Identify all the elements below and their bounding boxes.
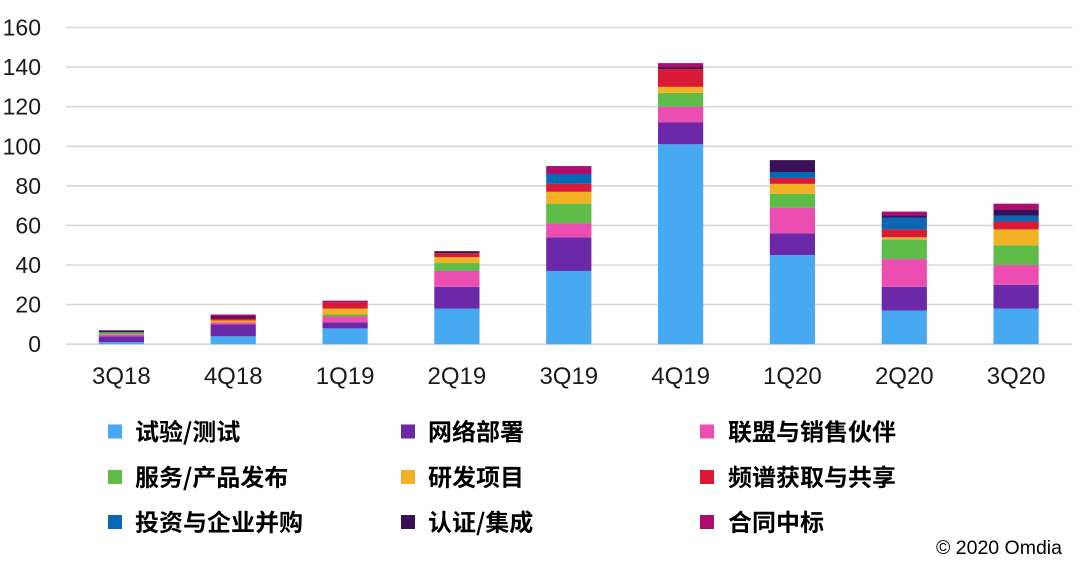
svg-text:160: 160 [3,15,41,41]
svg-text:1Q20: 1Q20 [763,363,822,390]
svg-text:2Q20: 2Q20 [875,363,934,390]
svg-text:4Q19: 4Q19 [651,363,710,390]
svg-text:0: 0 [28,331,41,357]
svg-text:60: 60 [15,212,41,238]
svg-text:100: 100 [3,133,41,159]
svg-text:3Q19: 3Q19 [539,363,598,390]
svg-text:20: 20 [15,292,41,318]
svg-text:140: 140 [3,54,41,80]
svg-text:4Q18: 4Q18 [204,363,263,390]
svg-text:40: 40 [15,252,41,278]
svg-text:© 2020 Omdia: © 2020 Omdia [936,537,1062,559]
svg-text:3Q20: 3Q20 [987,363,1046,390]
svg-text:1Q19: 1Q19 [316,363,375,390]
svg-text:80: 80 [15,173,41,199]
svg-text:3Q18: 3Q18 [92,363,151,390]
svg-text:2Q19: 2Q19 [428,363,487,390]
svg-text:120: 120 [3,94,41,120]
